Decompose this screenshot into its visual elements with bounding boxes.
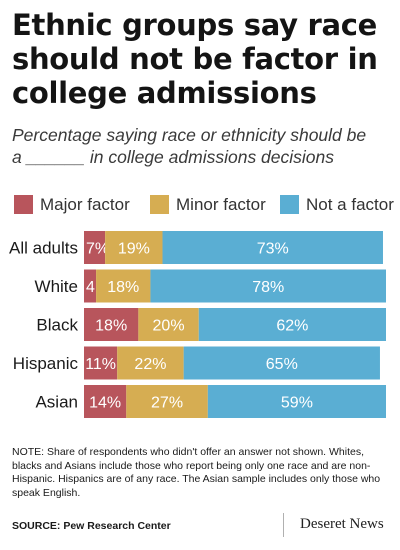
bar-all-adults-major xyxy=(84,231,106,264)
legend: Major factor Minor factor Not a factor xyxy=(14,193,394,217)
value-label-black-major: 18% xyxy=(95,318,127,335)
value-label-white-minor: 18% xyxy=(107,279,139,296)
source-credit: SOURCE: Pew Research Center xyxy=(12,520,171,532)
value-label-black-not-a-factor: 62% xyxy=(276,318,308,335)
legend-label-major: Major factor xyxy=(40,195,130,214)
category-label-black: Black xyxy=(36,316,78,335)
bar-all-adults-not-a-factor xyxy=(162,231,383,264)
category-label-all-adults: All adults xyxy=(9,239,78,258)
category-label-white: White xyxy=(35,277,78,296)
legend-label-none: Not a factor xyxy=(306,195,394,214)
value-label-all-adults-major: 7% xyxy=(86,241,109,258)
value-label-all-adults-not-a-factor: 73% xyxy=(257,241,289,258)
value-label-asian-major: 14% xyxy=(89,395,121,412)
bar-asian-not-a-factor xyxy=(207,385,386,418)
subtitle-line-2: a ______ in college admissions decisions xyxy=(12,147,335,167)
value-label-hispanic-minor: 22% xyxy=(134,356,166,373)
value-label-asian-minor: 27% xyxy=(151,395,183,412)
bar-black-not-a-factor xyxy=(198,308,386,341)
subtitle-line-1: Percentage saying race or ethnicity shou… xyxy=(12,125,367,145)
bar-black-major xyxy=(84,308,139,341)
legend-swatch-minor xyxy=(150,195,169,214)
bar-asian-major xyxy=(84,385,127,418)
value-label-white-major: 4 xyxy=(86,279,95,296)
value-label-white-not-a-factor: 78% xyxy=(252,279,284,296)
value-label-black-minor: 20% xyxy=(153,318,185,335)
category-label-asian: Asian xyxy=(35,393,78,412)
bar-asian-minor xyxy=(126,385,208,418)
bar-hispanic-not-a-factor xyxy=(183,346,380,380)
bar-hispanic-major xyxy=(84,346,118,380)
value-label-hispanic-not-a-factor: 65% xyxy=(266,356,298,373)
bar-white-minor xyxy=(96,269,151,303)
bar-hispanic-minor xyxy=(117,346,184,380)
value-label-asian-not-a-factor: 59% xyxy=(281,395,313,412)
legend-swatch-major xyxy=(14,195,33,214)
bar-all-adults-minor xyxy=(105,231,163,264)
bar-white-not-a-factor xyxy=(150,269,386,303)
chart-title: Ethnic groups say race should not be fac… xyxy=(12,8,378,110)
footer-divider xyxy=(283,513,284,537)
bar-black-minor xyxy=(138,308,199,341)
value-label-hispanic-major: 11% xyxy=(85,356,116,373)
category-label-hispanic: Hispanic xyxy=(13,354,79,373)
bar-white-major xyxy=(84,269,97,303)
chart-subtitle: Percentage saying race or ethnicity shou… xyxy=(12,124,392,168)
chart-note: NOTE: Share of respondents who didn't of… xyxy=(12,446,381,499)
legend-swatch-none xyxy=(280,195,299,214)
legend-label-minor: Minor factor xyxy=(176,195,266,214)
value-label-all-adults-minor: 19% xyxy=(118,241,150,258)
publisher-logo: Deseret News xyxy=(300,516,384,532)
